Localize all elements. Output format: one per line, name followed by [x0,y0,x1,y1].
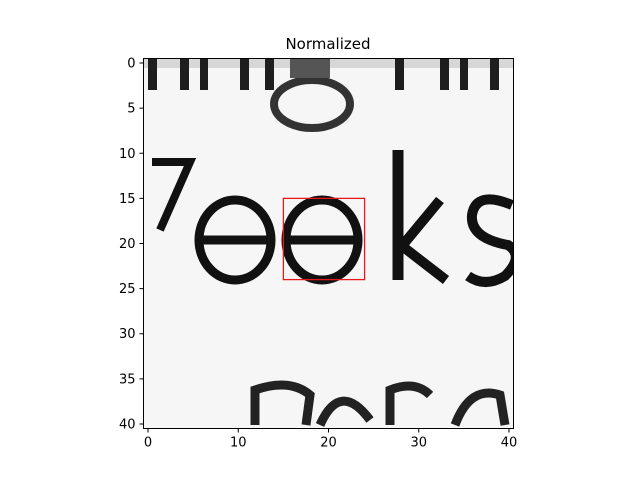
y-tick-label: 25 [119,282,136,297]
y-tick-label: 35 [119,372,136,387]
x-tick-label: 30 [410,436,427,451]
x-tick-label: 40 [501,436,518,451]
y-tick-label: 30 [119,327,136,342]
x-axis: 0 10 20 30 40 [144,428,518,451]
top-text-fragment [143,58,513,132]
x-tick-label: 20 [320,436,337,451]
chart-title: Normalized [285,35,370,53]
plot-area: 0 10 20 30 40 0 5 10 15 20 25 30 35 40 [119,57,517,451]
y-axis: 0 5 10 15 20 25 30 35 40 [119,57,144,432]
middle-text-eeks [152,150,514,287]
y-tick-label: 40 [119,417,136,432]
highlight-box [282,197,366,281]
x-tick-label: 0 [144,436,152,451]
y-tick-label: 15 [119,192,136,207]
y-tick-label: 0 [127,57,135,72]
y-tick-label: 5 [127,102,135,117]
y-tick-label: 10 [119,147,136,162]
bottom-text-fragment [250,380,510,427]
y-tick-label: 20 [119,237,136,252]
x-tick-label: 10 [230,436,247,451]
image-content [143,58,514,427]
